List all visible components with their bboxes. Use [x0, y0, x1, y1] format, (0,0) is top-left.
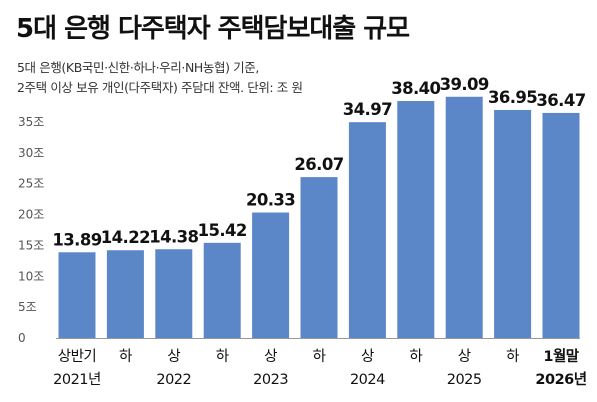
- x-year-label: 2023: [253, 372, 288, 388]
- x-year-label: 2026년: [535, 371, 586, 388]
- x-tick-label: 상: [264, 348, 277, 365]
- bar: [542, 112, 580, 338]
- x-tick-label: 상: [361, 348, 374, 365]
- bar: [300, 177, 338, 338]
- x-tick-label: 상반기: [58, 348, 97, 365]
- y-tick-label: 30조: [18, 146, 44, 160]
- data-label: 36.95: [488, 88, 537, 107]
- x-year-label: 2024: [350, 372, 385, 388]
- x-year-label: 2022: [156, 372, 191, 388]
- bar: [348, 122, 386, 338]
- x-tick-label: 상: [167, 348, 180, 365]
- y-tick-label: 5조: [18, 300, 37, 314]
- chart-title: 5대 은행 다주택자 주택담보대출 규모: [16, 14, 410, 44]
- data-label: 26.07: [294, 155, 343, 174]
- x-tick-label: 1월말: [543, 347, 579, 365]
- y-tick-label: 35조: [18, 115, 44, 129]
- y-tick-label: 15조: [18, 238, 44, 252]
- chart-subtitle: 5대 은행(KB국민·신한·하나·우리·NH농협) 기준, 2주택 이상 보유 …: [17, 58, 303, 98]
- data-label: 38.40: [391, 79, 440, 98]
- bar: [203, 242, 241, 338]
- subtitle-line-1: 5대 은행(KB국민·신한·하나·우리·NH농협) 기준,: [17, 60, 259, 75]
- y-tick-label: 0: [18, 331, 26, 345]
- x-tick-label: 상: [458, 348, 471, 365]
- data-label: 14.22: [101, 228, 150, 247]
- y-tick-label: 10조: [18, 269, 44, 283]
- x-year-label: 2025: [447, 372, 482, 388]
- data-label: 34.97: [343, 100, 392, 119]
- subtitle-line-2: 2주택 이상 보유 개인(다주택자) 주담대 잔액. 단위: 조 원: [17, 80, 303, 95]
- bar: [397, 101, 435, 338]
- data-label: 20.33: [246, 191, 295, 210]
- x-tick-label: 하: [506, 348, 519, 365]
- data-label: 39.09: [440, 75, 489, 94]
- x-tick-label: 하: [409, 348, 422, 365]
- y-tick-label: 25조: [18, 177, 44, 191]
- data-label: 36.47: [536, 91, 585, 110]
- data-label: 13.89: [52, 230, 101, 249]
- bar: [494, 109, 532, 338]
- bar: [252, 212, 290, 338]
- data-label: 15.42: [198, 221, 247, 240]
- x-tick-label: 하: [313, 348, 326, 365]
- bar: [106, 250, 144, 338]
- bar: [445, 96, 483, 339]
- x-tick-label: 하: [216, 348, 229, 365]
- bar: [155, 249, 193, 338]
- y-tick-label: 20조: [18, 208, 44, 222]
- x-tick-label: 하: [119, 348, 132, 365]
- x-year-label: 2021년: [53, 371, 101, 388]
- bar: [58, 252, 96, 338]
- data-label: 14.38: [149, 227, 198, 246]
